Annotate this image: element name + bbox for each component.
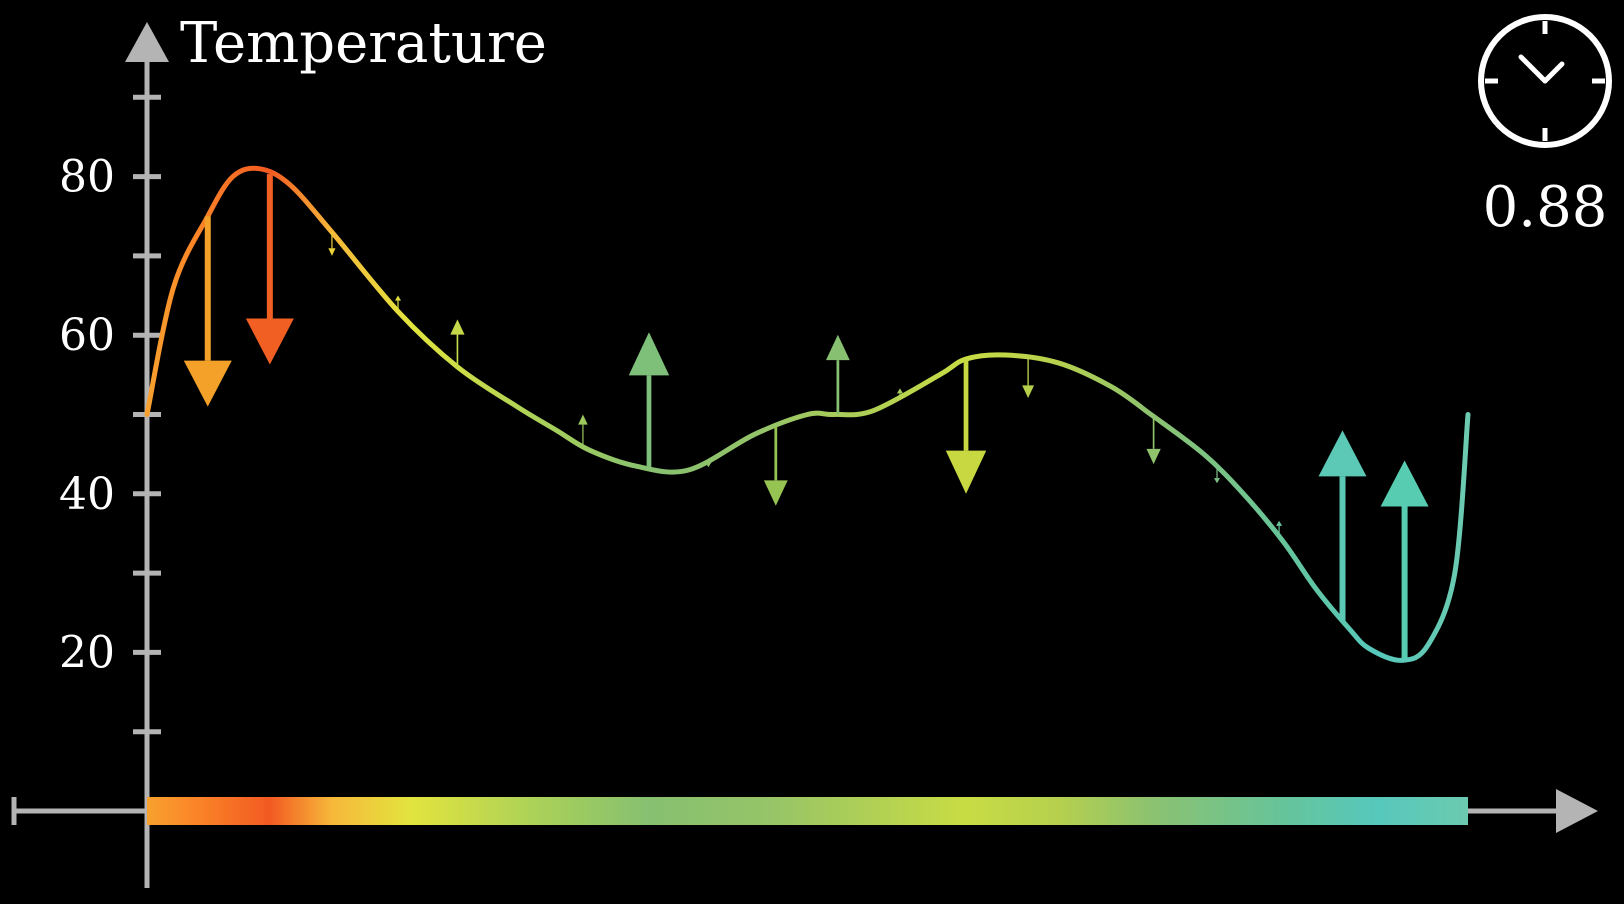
y-axis-ticks: 20 40 60 80 <box>59 94 161 735</box>
up-arrow <box>394 295 401 312</box>
up-arrow <box>1380 460 1429 659</box>
y-tick-label: 40 <box>59 469 115 520</box>
arrow-head <box>945 450 987 494</box>
arrow-head <box>183 360 232 407</box>
up-arrow <box>1318 430 1367 621</box>
temperature-curve <box>144 165 1471 663</box>
down-arrow <box>245 174 294 365</box>
down-arrow <box>328 232 336 256</box>
arrow-head <box>394 295 401 301</box>
down-arrow <box>1022 358 1035 399</box>
y-tick-label: 20 <box>59 627 115 678</box>
temperature-color-bar <box>147 797 1468 825</box>
down-arrow <box>1214 467 1221 484</box>
down-arrow <box>705 459 712 468</box>
arrow-head <box>1380 460 1429 507</box>
arrow-head <box>1276 520 1283 526</box>
arrow-head <box>1022 385 1035 399</box>
up-arrow <box>578 414 588 447</box>
y-axis-arrowhead <box>125 22 169 62</box>
up-arrow <box>896 388 903 397</box>
arrow-head <box>763 480 788 506</box>
up-arrow <box>825 334 850 415</box>
y-axis <box>125 22 169 888</box>
y-tick-label: 80 <box>59 152 115 203</box>
arrow-head <box>825 334 850 361</box>
down-arrow <box>183 216 232 407</box>
arrow-head <box>1214 478 1221 484</box>
arrow-head <box>578 414 588 425</box>
arrow-head <box>1146 448 1161 465</box>
arrow-head <box>245 318 294 365</box>
down-arrow <box>945 358 987 494</box>
x-axis-arrowhead <box>1556 789 1598 833</box>
y-axis-label: Temperature <box>180 11 547 76</box>
y-tick-label: 60 <box>59 310 115 361</box>
timer: 0.88 <box>1478 14 1612 240</box>
down-arrow <box>763 426 788 506</box>
clock-icon <box>1478 14 1612 148</box>
timer-value: 0.88 <box>1483 175 1608 240</box>
up-arrow <box>628 332 670 468</box>
up-arrow <box>1276 520 1283 537</box>
arrow-head <box>896 388 903 394</box>
arrow-head <box>328 248 336 256</box>
rate-of-change-arrows <box>183 174 1429 659</box>
arrow-head <box>450 319 465 335</box>
arrow-head <box>1318 430 1367 477</box>
arrow-head <box>628 332 670 376</box>
up-arrow <box>450 319 465 367</box>
arrow-head <box>705 462 712 468</box>
down-arrow <box>1146 416 1161 465</box>
